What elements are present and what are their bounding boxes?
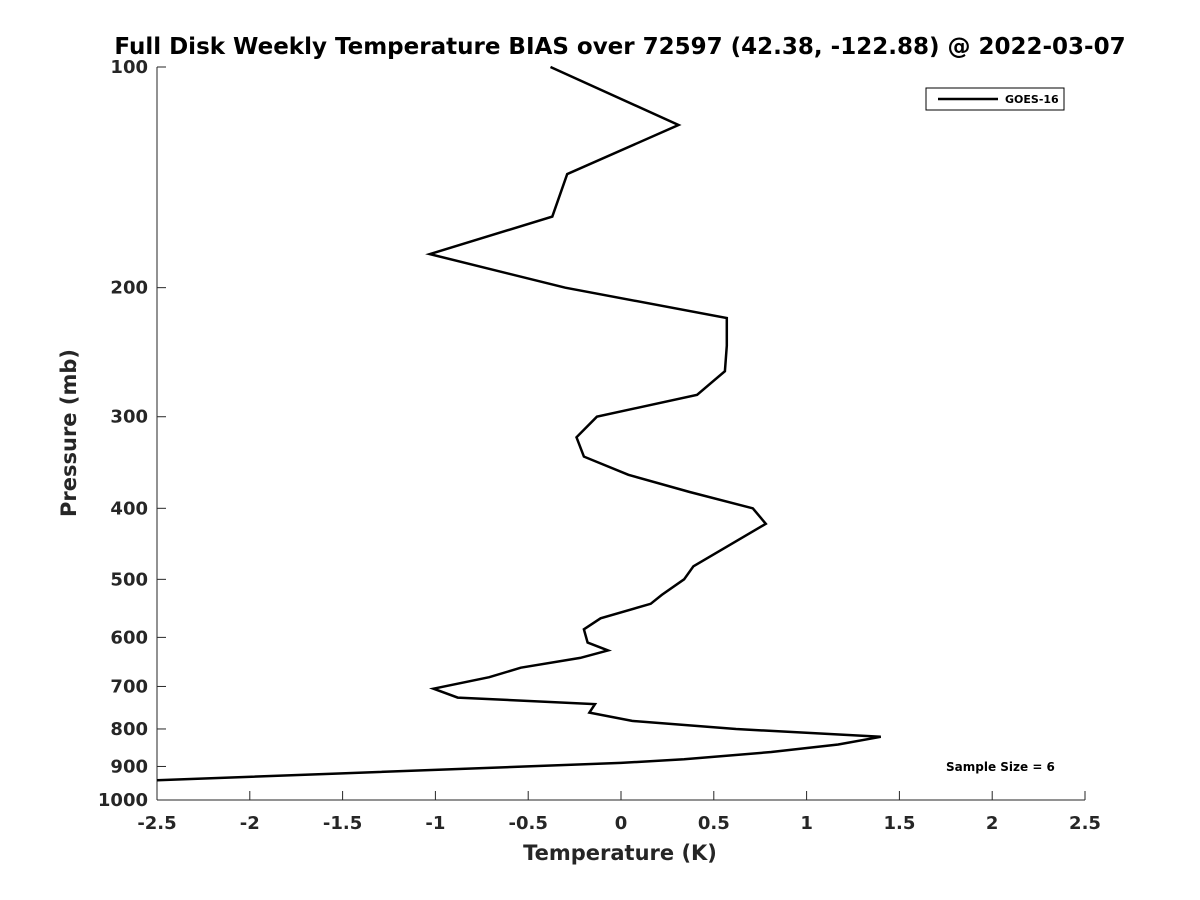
x-tick-label: 1 (800, 813, 813, 834)
x-tick-label: 2 (986, 813, 999, 834)
y-tick-label: 100 (110, 57, 148, 78)
x-tick-label: 0 (615, 813, 628, 834)
x-tick-label: 1.5 (883, 813, 915, 834)
y-tick-label: 500 (110, 569, 148, 590)
y-axis-ticks: 100 200 300 400 500 600 700 800 900 1000 (98, 57, 166, 811)
x-tick-label: -2.5 (137, 813, 176, 834)
series-layer (156, 65, 882, 782)
x-tick-label: 2.5 (1069, 813, 1101, 834)
y-tick-label: 1000 (98, 790, 148, 811)
legend-entry-goes-16: GOES-16 (1005, 93, 1059, 106)
x-tick-label: -0.5 (509, 813, 548, 834)
x-axis-label: Temperature (K) (523, 841, 717, 865)
y-tick-label: 300 (110, 407, 148, 428)
sample-size-annotation: Sample Size = 6 (946, 760, 1055, 774)
y-tick-label: 400 (110, 498, 148, 519)
y-tick-label: 900 (110, 756, 148, 777)
x-tick-label: 0.5 (698, 813, 730, 834)
chart-title: Full Disk Weekly Temperature BIAS over 7… (114, 34, 1125, 60)
x-tick-label: -2 (240, 813, 260, 834)
y-tick-label: 600 (110, 627, 148, 648)
x-axis-ticks: -2.5 -2 -1.5 -1 -0.5 0 0.5 1 1.5 2 2.5 (137, 791, 1101, 834)
legend: GOES-16 (925, 87, 1065, 111)
x-tick-label: -1.5 (323, 813, 362, 834)
y-tick-label: 200 (110, 278, 148, 299)
series-line-goes-16 (156, 65, 882, 782)
y-tick-label: 700 (110, 676, 148, 697)
x-tick-label: -1 (425, 813, 445, 834)
y-axis-label: Pressure (mb) (57, 349, 81, 517)
y-tick-label: 800 (110, 719, 148, 740)
